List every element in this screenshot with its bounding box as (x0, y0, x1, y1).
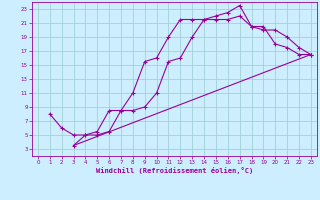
X-axis label: Windchill (Refroidissement éolien,°C): Windchill (Refroidissement éolien,°C) (96, 167, 253, 174)
